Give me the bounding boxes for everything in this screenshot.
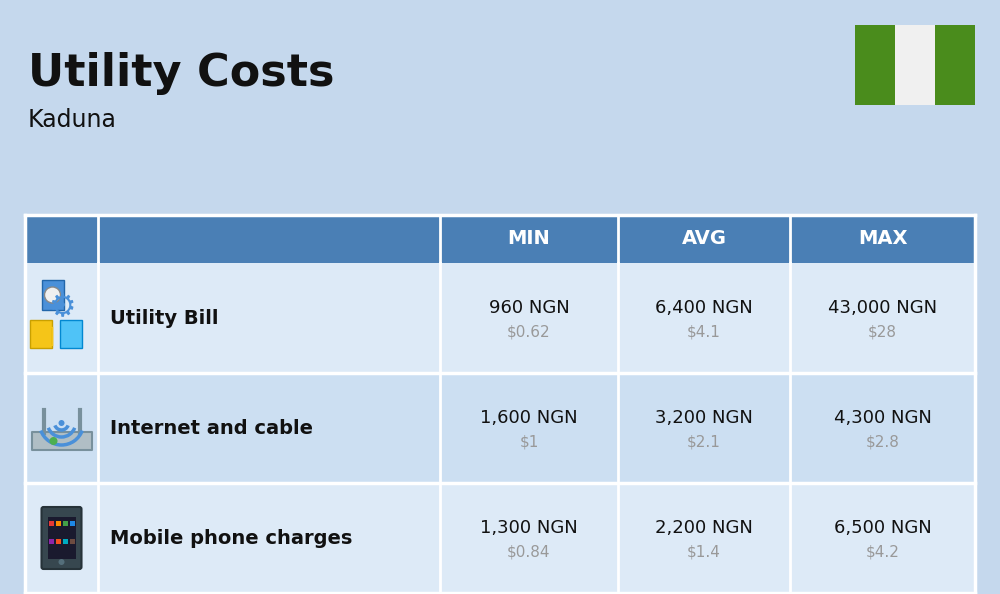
Bar [60, 320, 82, 348]
Text: Internet and cable: Internet and cable [110, 419, 313, 438]
Text: $28: $28 [868, 324, 897, 340]
Text: 4,300 NGN: 4,300 NGN [834, 409, 931, 427]
Text: 3,200 NGN: 3,200 NGN [655, 409, 753, 427]
Bar [42, 280, 64, 310]
Text: MAX: MAX [858, 229, 907, 248]
Bar [62, 539, 68, 544]
Text: $1: $1 [519, 434, 539, 450]
Text: 6,500 NGN: 6,500 NGN [834, 519, 931, 537]
Bar [855, 25, 895, 105]
Text: 2,200 NGN: 2,200 NGN [655, 519, 753, 537]
Bar [25, 263, 975, 373]
Bar [48, 539, 54, 544]
Bar [895, 25, 935, 105]
Bar [32, 432, 92, 450]
Bar [70, 539, 74, 544]
Circle shape [58, 559, 64, 565]
Text: 1,600 NGN: 1,600 NGN [480, 409, 578, 427]
Bar [25, 483, 975, 593]
Text: 🔌: 🔌 [41, 326, 54, 346]
Text: $1.4: $1.4 [687, 545, 721, 560]
Text: Utility Costs: Utility Costs [28, 52, 334, 95]
Bar [62, 521, 68, 526]
Bar [25, 215, 975, 263]
Text: 6,400 NGN: 6,400 NGN [655, 299, 753, 317]
Text: 🚿: 🚿 [68, 327, 79, 346]
Text: 1,300 NGN: 1,300 NGN [480, 519, 578, 537]
Bar [935, 25, 975, 105]
Text: $0.84: $0.84 [507, 545, 551, 560]
Text: ⚙: ⚙ [48, 293, 75, 323]
Bar [70, 521, 74, 526]
Bar [30, 320, 52, 348]
Text: $4.2: $4.2 [866, 545, 899, 560]
Text: 960 NGN: 960 NGN [489, 299, 569, 317]
Bar [56, 521, 60, 526]
Bar [48, 517, 76, 559]
Circle shape [50, 437, 58, 445]
Text: Mobile phone charges: Mobile phone charges [110, 529, 352, 548]
Text: MIN: MIN [508, 229, 550, 248]
Bar [56, 539, 60, 544]
Bar [25, 373, 975, 483]
Text: $0.62: $0.62 [507, 324, 551, 340]
FancyBboxPatch shape [42, 507, 82, 569]
Circle shape [44, 287, 60, 303]
Text: 43,000 NGN: 43,000 NGN [828, 299, 937, 317]
Text: $2.1: $2.1 [687, 434, 721, 450]
Circle shape [58, 420, 64, 426]
Text: Utility Bill: Utility Bill [110, 308, 218, 327]
Text: AVG: AVG [682, 229, 726, 248]
Text: $4.1: $4.1 [687, 324, 721, 340]
Bar [48, 521, 54, 526]
Text: $2.8: $2.8 [866, 434, 899, 450]
Text: Kaduna: Kaduna [28, 108, 117, 132]
